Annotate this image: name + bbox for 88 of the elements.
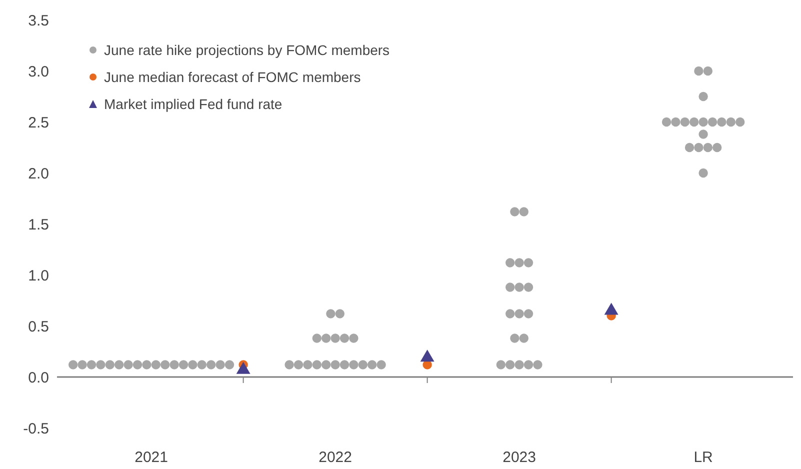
point xyxy=(284,360,294,370)
point xyxy=(335,309,344,318)
y-tick-label: 0.0 xyxy=(28,369,49,386)
point xyxy=(698,117,708,127)
x-tick-label: 2021 xyxy=(134,449,168,466)
point xyxy=(698,92,708,102)
point xyxy=(358,360,368,370)
point xyxy=(680,117,690,127)
point xyxy=(690,117,699,127)
y-tick-label: -0.5 xyxy=(23,420,49,438)
point xyxy=(671,117,680,127)
point xyxy=(142,360,152,370)
point xyxy=(698,130,708,139)
legend-label: June median forecast of FOMC members xyxy=(104,68,361,84)
y-tick-label: 3.0 xyxy=(28,63,49,80)
point xyxy=(510,207,520,216)
point xyxy=(105,360,114,370)
point xyxy=(206,360,216,370)
point xyxy=(506,282,515,292)
point xyxy=(524,309,534,318)
point xyxy=(726,117,736,127)
point xyxy=(524,360,534,370)
point xyxy=(514,282,524,292)
point xyxy=(506,360,515,370)
point xyxy=(510,334,520,343)
point xyxy=(519,207,528,216)
point xyxy=(524,282,534,292)
y-tick-label: 1.0 xyxy=(28,267,49,284)
point xyxy=(216,360,225,370)
x-tick-label: LR xyxy=(694,449,714,466)
point xyxy=(188,360,198,370)
point xyxy=(178,360,188,370)
point xyxy=(114,360,124,370)
point xyxy=(326,309,336,318)
point xyxy=(514,309,524,318)
point xyxy=(717,117,726,127)
point xyxy=(524,258,534,268)
point xyxy=(349,334,358,343)
point xyxy=(330,334,340,343)
point xyxy=(506,258,515,268)
point xyxy=(322,334,331,343)
point xyxy=(684,142,694,152)
point xyxy=(86,360,96,370)
point xyxy=(533,360,542,370)
point xyxy=(132,360,142,370)
point xyxy=(698,168,708,178)
legend-label: June rate hike projections by FOMC members xyxy=(104,42,390,58)
point xyxy=(224,360,234,370)
point xyxy=(368,360,377,370)
point xyxy=(303,360,312,370)
point xyxy=(340,360,350,370)
point xyxy=(294,360,304,370)
y-tick-label: 2.0 xyxy=(28,165,49,182)
y-tick-label: 1.5 xyxy=(28,216,49,234)
point xyxy=(170,360,179,370)
point xyxy=(703,66,712,76)
point xyxy=(96,360,106,370)
point xyxy=(68,360,78,370)
point xyxy=(694,142,704,152)
point xyxy=(312,334,322,343)
y-tick-label: 2.5 xyxy=(28,114,49,132)
point xyxy=(496,360,506,370)
x-tick-label: 2023 xyxy=(502,449,536,466)
point xyxy=(703,142,712,152)
legend-label: Market implied Fed fund rate xyxy=(104,96,282,112)
point xyxy=(708,117,718,127)
point xyxy=(160,360,170,370)
point xyxy=(340,334,350,343)
point xyxy=(514,360,524,370)
point xyxy=(662,117,672,127)
point xyxy=(124,360,133,370)
y-tick-label: 3.5 xyxy=(28,12,49,30)
point xyxy=(151,360,160,370)
point xyxy=(514,258,524,268)
point xyxy=(736,117,745,127)
x-tick-label: 2022 xyxy=(318,449,352,466)
point xyxy=(78,360,87,370)
point xyxy=(197,360,206,370)
point xyxy=(376,360,386,370)
point xyxy=(712,142,722,152)
point xyxy=(506,309,515,318)
point xyxy=(322,360,331,370)
y-tick-label: 0.5 xyxy=(28,318,49,336)
point xyxy=(694,66,704,76)
point xyxy=(349,360,358,370)
point xyxy=(519,334,528,343)
point xyxy=(312,360,322,370)
point xyxy=(330,360,340,370)
